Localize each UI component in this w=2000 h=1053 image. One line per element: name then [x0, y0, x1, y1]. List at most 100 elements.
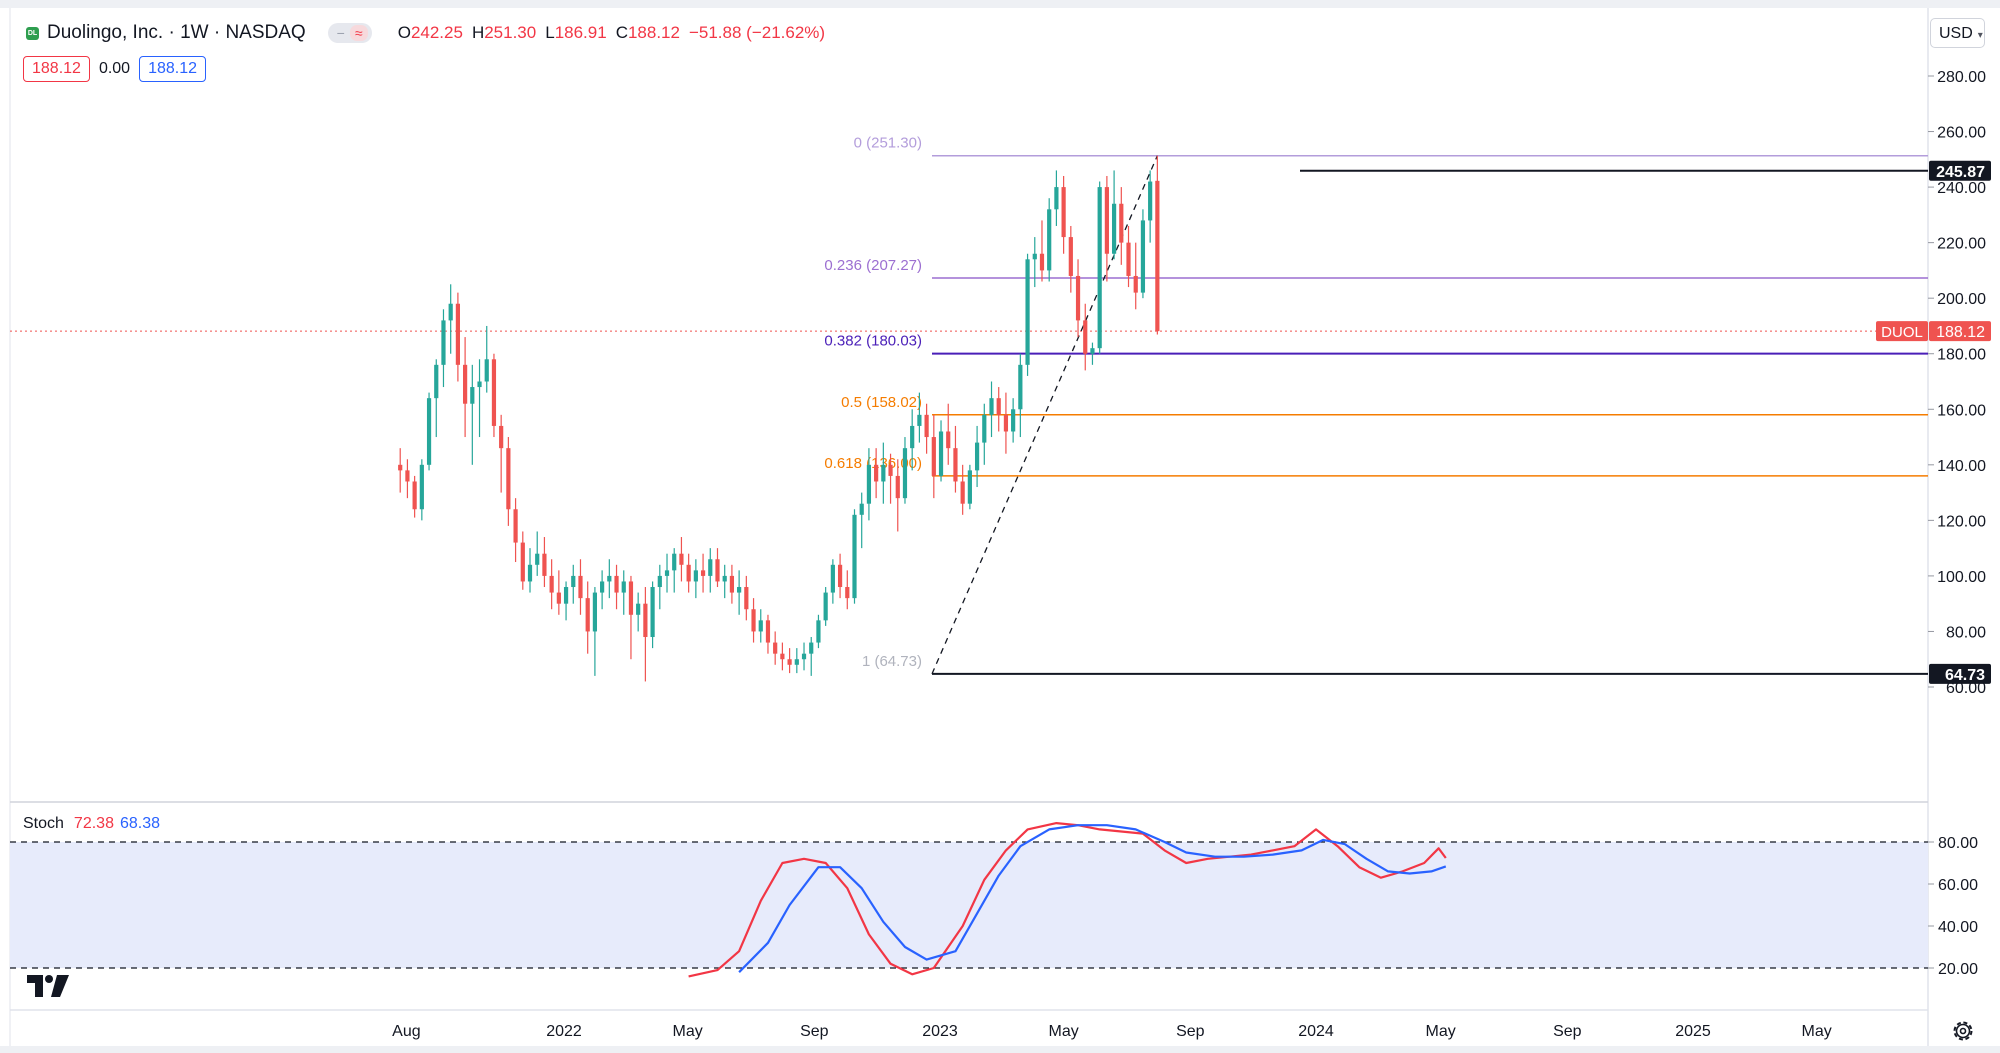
- price-tick-label: 60.00: [1946, 680, 1986, 697]
- level-badge-label: 64.73: [1945, 667, 1985, 684]
- fib-level-label: 1 (64.73): [862, 653, 922, 670]
- candle: [809, 642, 814, 654]
- time-axis[interactable]: Aug 2022 May Sep 2023 May Sep 2024 May Sep 2025 May: [392, 1023, 1832, 1040]
- candle: [1111, 203, 1117, 254]
- sell-button[interactable]: 188.12: [23, 56, 90, 82]
- price-tick-label: 260.00: [1937, 125, 1986, 142]
- candle: [1047, 209, 1052, 271]
- candle: [960, 481, 965, 504]
- level-badge: [1929, 663, 1991, 684]
- candle: [398, 464, 403, 471]
- candle: [419, 464, 424, 510]
- gear-icon[interactable]: [1950, 1018, 1976, 1044]
- time-tick-label: May: [1802, 1023, 1832, 1040]
- stoch-series-line: [688, 822, 1447, 978]
- candle: [412, 481, 417, 510]
- candle: [794, 659, 799, 665]
- candle: [571, 575, 576, 588]
- stoch-axis[interactable]: 80.00 60.00 40.00 20.00: [1928, 835, 1978, 978]
- candle: [1011, 409, 1016, 432]
- candle: [600, 581, 605, 593]
- time-tick-label: Aug: [392, 1023, 420, 1040]
- high-value: H251.30: [471, 23, 537, 42]
- candle: [455, 303, 460, 365]
- low-value: L186.91: [545, 23, 607, 42]
- session-toggle[interactable]: − ≈: [327, 23, 372, 43]
- candle: [1032, 253, 1037, 260]
- candle: [729, 575, 735, 593]
- candle: [448, 303, 453, 321]
- candle: [982, 414, 987, 443]
- candle: [499, 425, 504, 449]
- candle: [578, 575, 583, 599]
- fibonacci-retracement[interactable]: 0 (251.30) 0.236 (207.27) 0.382 (180.03) 0.…: [824, 135, 1928, 670]
- candle: [989, 398, 994, 415]
- stoch-tick-label: 60.00: [1938, 877, 1978, 894]
- candle: [751, 609, 756, 632]
- candle: [765, 620, 771, 643]
- symbol-title[interactable]: Duolingo, Inc. · 1W · NASDAQ: [47, 22, 306, 43]
- buy-button[interactable]: 188.12: [139, 56, 207, 82]
- candle: [614, 575, 619, 593]
- top-border: [0, 0, 2000, 8]
- candle: [1003, 414, 1009, 432]
- candle: [859, 503, 864, 515]
- candle: [477, 381, 482, 388]
- candle: [953, 448, 958, 482]
- candle: [910, 425, 915, 449]
- price-axis-labels: 245.87 64.73 DUOL 188.12: [1876, 160, 1991, 684]
- candle: [837, 564, 843, 588]
- candle: [657, 575, 662, 588]
- price-axis[interactable]: 280.00 260.00 240.00 220.00 200.00 180.00 160.…: [1928, 69, 1986, 697]
- level-badge: [1929, 160, 1991, 181]
- chevron-down-icon: ▾: [1977, 30, 1983, 41]
- symbol-badge: [1876, 321, 1928, 342]
- candle: [801, 653, 807, 660]
- candle: [513, 509, 518, 543]
- candle: [650, 587, 655, 638]
- candle: [549, 575, 554, 593]
- last-price-label: 188.12: [1936, 324, 1985, 341]
- candle: [636, 603, 641, 615]
- candle: [780, 653, 785, 660]
- candle: [506, 448, 511, 510]
- price-tick-label: 140.00: [1937, 458, 1986, 475]
- time-tick-label: 2023: [922, 1023, 958, 1040]
- candle: [585, 598, 590, 632]
- stoch-name: Stoch: [23, 815, 64, 832]
- fib-level-label: 0.618 (136.00): [824, 455, 922, 472]
- candle: [874, 464, 879, 482]
- currency-select[interactable]: USD ▾: [1930, 18, 1985, 48]
- candle: [1075, 275, 1081, 321]
- wave-icon: ≈: [349, 25, 368, 41]
- fib-level-label: 0.5 (158.02): [841, 394, 922, 411]
- candle: [1061, 187, 1066, 238]
- candle: [924, 414, 929, 438]
- stoch-legend[interactable]: Stoch 72.38 68.38: [23, 815, 160, 833]
- candle: [823, 592, 828, 621]
- candle: [628, 581, 634, 615]
- candle: [491, 359, 497, 426]
- candle: [1119, 203, 1124, 243]
- tradingview-logo-icon[interactable]: [27, 975, 69, 997]
- time-tick-label: Sep: [1176, 1023, 1205, 1040]
- candle: [441, 320, 446, 365]
- candle: [1133, 275, 1138, 293]
- close-value: C188.12: [615, 23, 680, 42]
- candle: [888, 464, 893, 476]
- price-tick-label: 100.00: [1937, 569, 1986, 586]
- horizontal-rays[interactable]: [932, 169, 1928, 675]
- candle: [816, 620, 821, 643]
- candle: [845, 587, 850, 599]
- time-tick-label: May: [1048, 1023, 1078, 1040]
- candlestick-series: [398, 155, 1160, 682]
- candle: [974, 442, 980, 471]
- candle: [722, 575, 727, 582]
- symbol-legend[interactable]: DL Duolingo, Inc. · 1W · NASDAQ − ≈ O242…: [26, 19, 825, 47]
- candle: [902, 448, 908, 499]
- candle: [434, 364, 439, 399]
- candle: [693, 570, 698, 582]
- fib-level-label: 0 (251.30): [854, 135, 922, 152]
- price-tick-label: 160.00: [1937, 402, 1986, 419]
